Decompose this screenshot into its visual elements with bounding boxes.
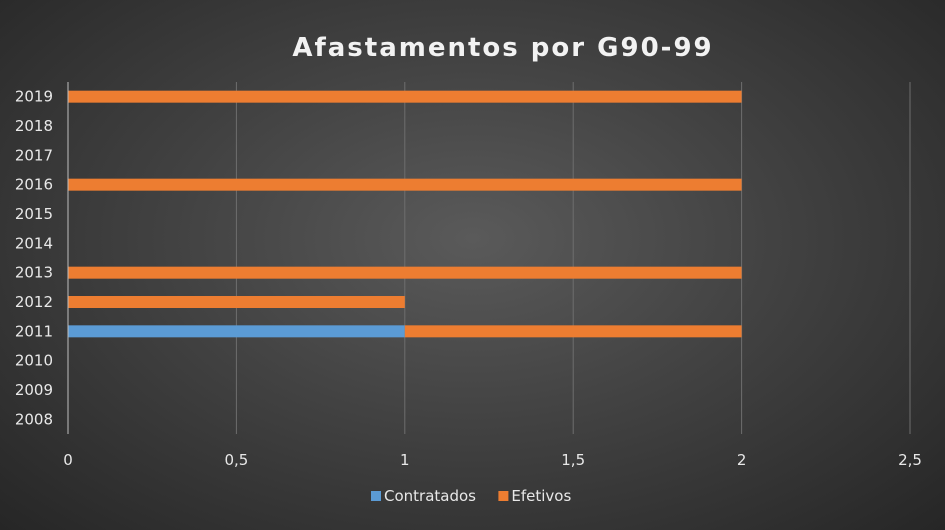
bar-efetivos-2016 — [68, 178, 742, 191]
y-axis-ticks: 2008 2009 2010 2011 2012 2013 2014 2015 2016 2017… — [15, 88, 53, 429]
bars — [68, 90, 742, 338]
legend-swatch-contratados — [371, 491, 381, 501]
legend-swatch-efetivos — [498, 491, 509, 501]
y-tick-label: 2010 — [15, 352, 53, 370]
y-tick-label: 2011 — [15, 322, 53, 340]
y-tick-label: 2015 — [15, 205, 53, 223]
gridlines — [235, 82, 911, 434]
legend-label-efetivos: Efetivos — [511, 487, 571, 505]
x-tick-label: 0 — [63, 451, 73, 469]
x-tick-label: 2,5 — [898, 451, 922, 469]
x-tick-label: 1 — [400, 451, 410, 469]
bar-efetivos-2012 — [68, 296, 405, 308]
bar-efetivos-2013 — [68, 266, 742, 279]
y-tick-label: 2012 — [15, 293, 53, 311]
y-tick-label: 2009 — [15, 381, 53, 399]
bar-contratados-2011 — [68, 325, 405, 338]
y-tick-label: 2016 — [15, 176, 53, 194]
y-tick-label: 2013 — [15, 264, 53, 282]
x-axis-ticks: 0 0,5 1 1,5 2 2,5 — [63, 451, 922, 469]
legend: Contratados Efetivos — [371, 487, 571, 505]
x-tick-label: 1,5 — [561, 451, 585, 469]
y-tick-label: 2019 — [15, 88, 53, 106]
bar-efetivos-2011 — [404, 325, 742, 338]
y-tick-label: 2014 — [15, 234, 53, 252]
y-tick-label: 2018 — [15, 117, 53, 135]
chart-title: Afastamentos por G90-99 — [292, 33, 713, 63]
y-tick-label: 2017 — [15, 146, 53, 164]
x-tick-label: 2 — [737, 451, 747, 469]
y-tick-label: 2008 — [15, 410, 53, 428]
x-tick-label: 0,5 — [224, 451, 248, 469]
legend-label-contratados: Contratados — [384, 487, 476, 505]
bar-efetivos-2019 — [68, 90, 742, 103]
